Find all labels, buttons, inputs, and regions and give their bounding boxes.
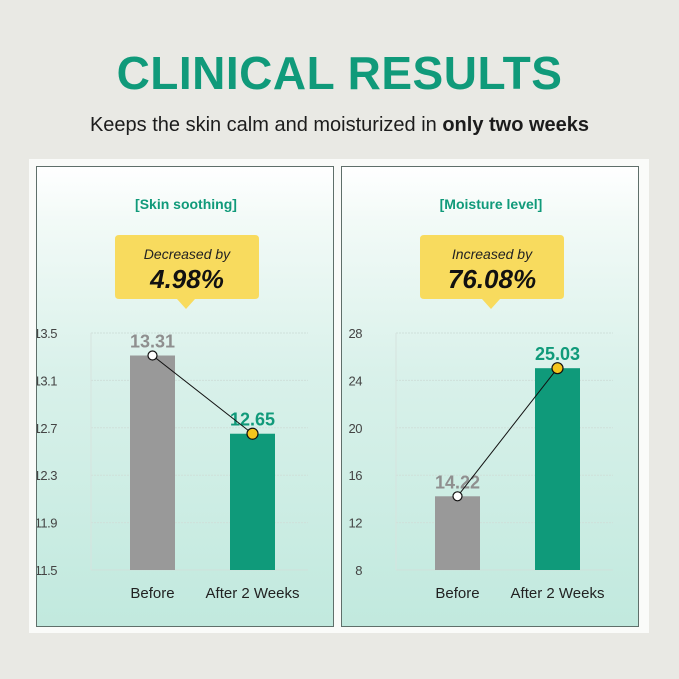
y-tick-label: 20	[349, 421, 363, 436]
y-tick-label: 13.1	[37, 373, 57, 388]
y-tick-label: 11.5	[37, 563, 57, 578]
chart-title: [Skin soothing]	[135, 196, 237, 212]
y-tick-label: 12.3	[37, 468, 57, 483]
bar-after	[535, 368, 580, 570]
chart-title: [Moisture level]	[440, 196, 543, 212]
point-before	[452, 491, 463, 502]
skin-soothing-chart: [Skin soothing] Decreased by 4.98% 13.5 13.1…	[36, 166, 334, 627]
callout-value: 76.08%	[448, 264, 536, 294]
value-label: 14.22	[435, 472, 480, 492]
y-tick-label: 13.5	[37, 326, 57, 341]
moisture-level-chart: [Moisture level] Increased by 76.08% 28 24 20…	[341, 166, 639, 627]
callout-value: 4.98%	[149, 264, 224, 294]
page-subtitle: Keeps the skin calm and moisturized in o…	[0, 114, 679, 137]
trend-line	[152, 355, 253, 435]
callout-label: Decreased by	[144, 246, 231, 262]
y-tick-label: 11.9	[37, 516, 57, 531]
category-label: Before	[435, 585, 479, 602]
value-label: 13.31	[130, 332, 175, 352]
y-tick-label: 16	[349, 468, 363, 483]
y-tick-label: 24	[349, 373, 363, 388]
bar-before	[130, 355, 175, 570]
point-after	[551, 362, 564, 375]
chart-svg: [Moisture level] Increased by 76.08% 28 24 20…	[349, 196, 613, 602]
category-label: Before	[130, 585, 174, 602]
callout-box	[420, 235, 564, 309]
trend-line	[457, 367, 558, 497]
point-after	[246, 427, 259, 440]
y-tick-label: 8	[355, 563, 362, 578]
bar-before	[435, 496, 480, 570]
bar-after	[230, 433, 275, 570]
callout-label: Increased by	[452, 246, 533, 262]
chart-svg: [Skin soothing] Decreased by 4.98% 13.5 13.1…	[37, 196, 308, 602]
category-label: After 2 Weeks	[206, 585, 300, 602]
subtitle-text: Keeps the skin calm and moisturized in	[89, 114, 443, 136]
point-before	[147, 350, 158, 361]
y-tick-label: 28	[349, 326, 363, 341]
y-tick-label: 12.7	[37, 421, 57, 436]
category-label: After 2 Weeks	[511, 585, 605, 602]
page-title: CLINICAL RESULTS	[116, 47, 563, 99]
subtitle-emphasis: only two weeks	[442, 114, 590, 136]
callout-box	[115, 235, 259, 309]
value-label: 25.03	[535, 344, 580, 364]
value-label: 12.65	[230, 410, 275, 430]
y-tick-label: 12	[349, 516, 363, 531]
